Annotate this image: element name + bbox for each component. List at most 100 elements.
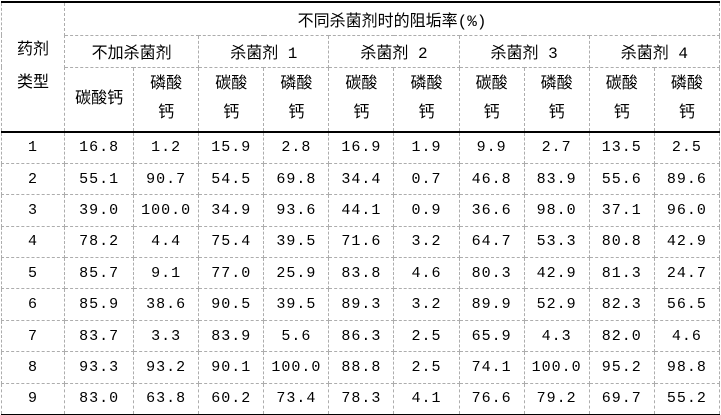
value-cell: 34.4 bbox=[328, 162, 395, 196]
value-cell: 69.8 bbox=[263, 162, 330, 196]
row-type-cell: 5 bbox=[0, 257, 66, 290]
value-cell: 1.2 bbox=[133, 131, 200, 164]
value-cell: 2.5 bbox=[393, 351, 460, 384]
value-cell: 100.0 bbox=[523, 351, 590, 384]
value-cell: 3.2 bbox=[393, 288, 460, 321]
value-cell: 39.5 bbox=[263, 288, 330, 321]
value-cell: 88.8 bbox=[328, 351, 395, 384]
value-cell: 4.3 bbox=[523, 319, 590, 353]
subheader-caco3: 碳酸 钙 bbox=[328, 66, 395, 133]
group-header-biocide-3: 杀菌剂 3 bbox=[458, 34, 590, 68]
value-cell: 78.3 bbox=[328, 382, 395, 415]
value-cell: 77.0 bbox=[198, 257, 265, 290]
subheader-capo4: 磷酸 钙 bbox=[653, 66, 721, 133]
value-cell: 54.5 bbox=[198, 162, 265, 196]
value-cell: 95.2 bbox=[588, 351, 655, 384]
value-cell: 60.2 bbox=[198, 382, 265, 415]
value-cell: 16.9 bbox=[328, 131, 395, 164]
value-cell: 36.6 bbox=[458, 194, 525, 227]
value-cell: 85.9 bbox=[64, 288, 135, 321]
value-cell: 2.7 bbox=[523, 131, 590, 164]
value-cell: 90.7 bbox=[133, 162, 200, 196]
corner-header-cell: 药剂 类型 bbox=[0, 1, 66, 133]
value-cell: 73.4 bbox=[263, 382, 330, 415]
table-row: 4 78.2 4.4 75.4 39.5 71.6 3.2 64.7 53.3 80.8 42.9 bbox=[0, 225, 721, 259]
value-cell: 5.6 bbox=[263, 319, 330, 353]
value-cell: 98.0 bbox=[523, 194, 590, 227]
value-cell: 86.3 bbox=[328, 319, 395, 353]
value-cell: 55.1 bbox=[64, 162, 135, 196]
value-cell: 89.3 bbox=[328, 288, 395, 321]
table-row: 3 39.0 100.0 34.9 93.6 44.1 0.9 36.6 98.0 37.1 96.… bbox=[0, 194, 721, 227]
value-cell: 83.7 bbox=[64, 319, 135, 353]
row-type-cell: 4 bbox=[0, 225, 66, 259]
group-header-biocide-2: 杀菌剂 2 bbox=[328, 34, 460, 68]
table-row: 5 85.7 9.1 77.0 25.9 83.8 4.6 80.3 42.9 81.3 24.7 bbox=[0, 257, 721, 290]
value-cell: 55.2 bbox=[653, 382, 721, 415]
value-cell: 24.7 bbox=[653, 257, 721, 290]
value-cell: 83.9 bbox=[523, 162, 590, 196]
value-cell: 100.0 bbox=[263, 351, 330, 384]
table-row: 6 85.9 38.6 90.5 39.5 89.3 3.2 89.9 52.9 82.3 56.5 bbox=[0, 288, 721, 321]
value-cell: 0.9 bbox=[393, 194, 460, 227]
group-header-biocide-1: 杀菌剂 1 bbox=[198, 34, 330, 68]
subheader-caco3: 碳酸 钙 bbox=[588, 66, 655, 133]
table-row: 2 55.1 90.7 54.5 69.8 34.4 0.7 46.8 83.9 55.6 89.6 bbox=[0, 162, 721, 196]
group-header-biocide-4: 杀菌剂 4 bbox=[588, 34, 721, 68]
value-cell: 78.2 bbox=[64, 225, 135, 259]
value-cell: 55.6 bbox=[588, 162, 655, 196]
value-cell: 0.7 bbox=[393, 162, 460, 196]
value-cell: 98.8 bbox=[653, 351, 721, 384]
value-cell: 90.1 bbox=[198, 351, 265, 384]
value-cell: 64.7 bbox=[458, 225, 525, 259]
row-type-cell: 8 bbox=[0, 351, 66, 384]
table-body: 1 16.8 1.2 15.9 2.8 16.9 1.9 9.9 2.7 13.5 2.5 2 55.1… bbox=[0, 131, 721, 415]
value-cell: 83.8 bbox=[328, 257, 395, 290]
value-cell: 82.0 bbox=[588, 319, 655, 353]
subheader-caco3: 碳酸 钙 bbox=[458, 66, 525, 133]
row-type-cell: 9 bbox=[0, 382, 66, 415]
subheader-capo4: 磷酸 钙 bbox=[133, 66, 200, 133]
value-cell: 4.6 bbox=[653, 319, 721, 353]
value-cell: 42.9 bbox=[653, 225, 721, 259]
table-row: 9 83.0 63.8 60.2 73.4 78.3 4.1 76.6 79.2 69.7 55.2 bbox=[0, 382, 721, 415]
header-row-groups: 不加杀菌剂 杀菌剂 1 杀菌剂 2 杀菌剂 3 杀菌剂 4 bbox=[2, 34, 721, 68]
table-row: 1 16.8 1.2 15.9 2.8 16.9 1.9 9.9 2.7 13.5 2.5 bbox=[0, 131, 721, 164]
group-header-no-biocide: 不加杀菌剂 bbox=[64, 34, 200, 68]
value-cell: 93.2 bbox=[133, 351, 200, 384]
value-cell: 89.9 bbox=[458, 288, 525, 321]
value-cell: 4.4 bbox=[133, 225, 200, 259]
value-cell: 2.5 bbox=[653, 131, 721, 164]
value-cell: 44.1 bbox=[328, 194, 395, 227]
value-cell: 42.9 bbox=[523, 257, 590, 290]
value-cell: 4.1 bbox=[393, 382, 460, 415]
subheader-capo4: 磷酸 钙 bbox=[263, 66, 330, 133]
value-cell: 93.3 bbox=[64, 351, 135, 384]
value-cell: 4.6 bbox=[393, 257, 460, 290]
value-cell: 3.2 bbox=[393, 225, 460, 259]
value-cell: 52.9 bbox=[523, 288, 590, 321]
value-cell: 93.6 bbox=[263, 194, 330, 227]
row-type-cell: 1 bbox=[0, 131, 66, 164]
value-cell: 3.3 bbox=[133, 319, 200, 353]
row-type-cell: 7 bbox=[0, 319, 66, 353]
value-cell: 90.5 bbox=[198, 288, 265, 321]
value-cell: 39.5 bbox=[263, 225, 330, 259]
subheader-capo4: 磷酸 钙 bbox=[523, 66, 590, 133]
value-cell: 80.8 bbox=[588, 225, 655, 259]
row-type-cell: 6 bbox=[0, 288, 66, 321]
value-cell: 16.8 bbox=[64, 131, 135, 164]
subheader-caco3: 碳酸 钙 bbox=[198, 66, 265, 133]
value-cell: 83.9 bbox=[198, 319, 265, 353]
value-cell: 13.5 bbox=[588, 131, 655, 164]
value-cell: 34.9 bbox=[198, 194, 265, 227]
value-cell: 74.1 bbox=[458, 351, 525, 384]
value-cell: 75.4 bbox=[198, 225, 265, 259]
value-cell: 25.9 bbox=[263, 257, 330, 290]
value-cell: 63.8 bbox=[133, 382, 200, 415]
value-cell: 83.0 bbox=[64, 382, 135, 415]
value-cell: 100.0 bbox=[133, 194, 200, 227]
value-cell: 15.9 bbox=[198, 131, 265, 164]
table-header: 药剂 类型 不同杀菌剂时的阻垢率(%) 不加杀菌剂 杀菌剂 1 杀菌剂 2 杀菌… bbox=[0, 1, 721, 133]
